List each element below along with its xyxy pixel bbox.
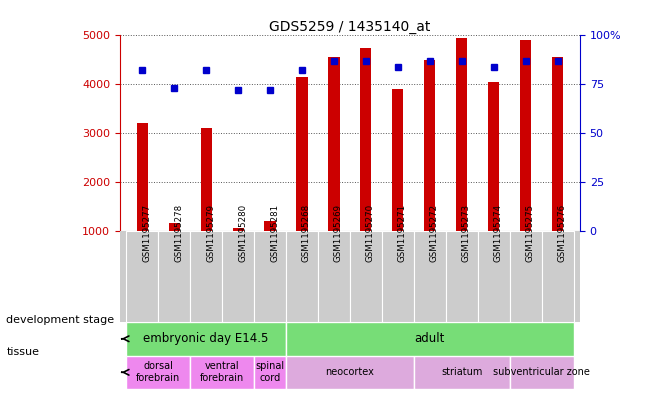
Text: development stage: development stage — [6, 315, 115, 325]
Bar — [190, 356, 254, 389]
Text: GSM1195276: GSM1195276 — [557, 204, 566, 262]
Text: GSM1195278: GSM1195278 — [174, 204, 183, 262]
Bar — [222, 231, 254, 322]
Text: striatum: striatum — [441, 367, 482, 377]
Bar — [329, 57, 340, 231]
Text: neocortex: neocortex — [325, 367, 375, 377]
Text: GSM1195268: GSM1195268 — [302, 204, 311, 262]
Bar — [168, 223, 179, 231]
Bar — [200, 128, 212, 231]
Bar — [478, 231, 510, 322]
Title: GDS5259 / 1435140_at: GDS5259 / 1435140_at — [269, 20, 431, 34]
Bar — [264, 221, 275, 231]
Text: GSM1195275: GSM1195275 — [526, 204, 535, 262]
Text: subventricular zone: subventricular zone — [493, 367, 590, 377]
Text: embryonic day E14.5: embryonic day E14.5 — [143, 332, 269, 345]
Bar — [254, 231, 286, 322]
Text: GSM1195272: GSM1195272 — [430, 204, 439, 262]
Text: GSM1195274: GSM1195274 — [494, 204, 503, 262]
Text: GSM1195269: GSM1195269 — [334, 204, 343, 262]
Text: GSM1195273: GSM1195273 — [462, 204, 470, 262]
Text: ventral
forebrain: ventral forebrain — [200, 362, 244, 383]
Bar — [158, 231, 190, 322]
Bar — [552, 57, 563, 231]
Bar — [414, 231, 446, 322]
Bar — [318, 231, 350, 322]
Text: GSM1195279: GSM1195279 — [206, 204, 215, 262]
Text: GSM1195281: GSM1195281 — [270, 204, 279, 262]
Bar — [233, 228, 244, 231]
Bar — [350, 231, 382, 322]
Bar — [392, 89, 404, 231]
Bar — [510, 231, 542, 322]
Bar — [542, 231, 573, 322]
Bar — [126, 356, 190, 389]
Bar — [126, 231, 158, 322]
Bar — [456, 38, 467, 231]
Bar — [520, 40, 531, 231]
Text: GSM1195270: GSM1195270 — [366, 204, 375, 262]
Bar — [414, 356, 510, 389]
Bar — [446, 231, 478, 322]
Bar — [488, 82, 500, 231]
Text: GSM1195271: GSM1195271 — [398, 204, 407, 262]
Text: GSM1195280: GSM1195280 — [238, 204, 247, 262]
Bar — [190, 231, 222, 322]
Bar — [286, 356, 414, 389]
Bar — [126, 322, 286, 356]
Bar — [286, 322, 573, 356]
Text: GSM1195277: GSM1195277 — [143, 204, 151, 262]
Bar — [382, 231, 414, 322]
Bar — [510, 356, 573, 389]
Text: dorsal
forebrain: dorsal forebrain — [136, 362, 180, 383]
Bar — [360, 48, 371, 231]
Text: tissue: tissue — [6, 347, 40, 357]
Text: adult: adult — [415, 332, 445, 345]
Bar — [296, 77, 308, 231]
Bar — [286, 231, 318, 322]
Text: spinal
cord: spinal cord — [255, 362, 284, 383]
Bar — [137, 123, 148, 231]
Bar — [254, 356, 286, 389]
Bar — [424, 60, 435, 231]
